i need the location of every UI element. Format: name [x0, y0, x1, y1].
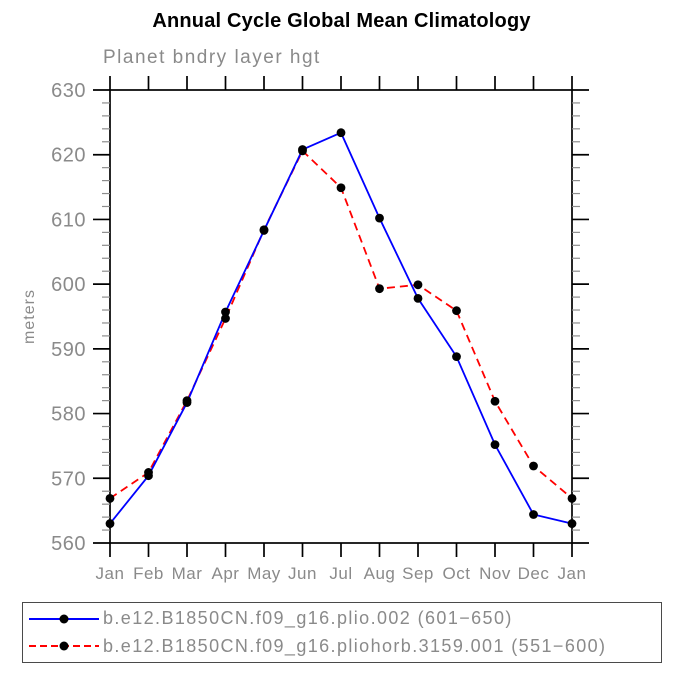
legend-entry-label: b.e12.B1850CN.f09_g16.pliohorb.3159.001 …	[103, 635, 607, 656]
x-tick-label: May	[247, 564, 281, 583]
y-tick-label: 620	[51, 145, 86, 167]
data-point-marker	[567, 519, 577, 528]
y-tick-label: 560	[51, 533, 86, 555]
data-point-marker	[105, 493, 115, 503]
legend-line-dashed-sample	[29, 641, 99, 651]
x-tick-label: Oct	[443, 564, 471, 583]
x-tick-label: Jan	[558, 564, 587, 583]
x-tick-label: Jun	[288, 564, 317, 583]
data-point-marker	[298, 146, 307, 156]
data-point-marker	[413, 293, 423, 303]
axis-frame	[109, 89, 573, 544]
y-tick-label: 600	[51, 274, 86, 296]
x-tick-label: Aug	[364, 564, 396, 583]
data-point-marker	[452, 306, 461, 316]
legend-line-solid-sample	[29, 614, 99, 624]
y-axis-title: meters	[21, 289, 38, 344]
data-point-marker	[336, 183, 346, 193]
data-point-marker	[375, 284, 384, 294]
data-point-marker	[375, 213, 384, 223]
data-point-marker	[452, 352, 461, 362]
data-point-marker	[221, 314, 230, 323]
data-point-marker	[413, 280, 423, 290]
data-point-marker	[259, 225, 269, 235]
x-tick-label: Jan	[96, 564, 125, 583]
chart-title: Annual Cycle Global Mean Climatology	[152, 10, 531, 32]
x-tick-label: Apr	[212, 564, 240, 583]
data-point-marker	[144, 468, 153, 477]
legend-box: b.e12.B1850CN.f09_g16.plio.002 (601−650)…	[22, 602, 662, 663]
x-tick-label: Feb	[133, 564, 164, 583]
data-point-marker	[490, 440, 500, 450]
chart-plot-area: 560 570 580 590 600 610 620 630 Jan Feb Mar Apr May J…	[21, 76, 589, 583]
y-tick-label: 570	[51, 468, 86, 490]
data-point-marker	[567, 493, 577, 503]
x-tick-label: Nov	[479, 564, 511, 583]
x-tick-label: Sep	[402, 564, 434, 583]
chart-subtitle: Planet bndry layer hgt	[103, 47, 321, 68]
y-tick-label: 610	[51, 209, 86, 231]
y-tick-label: 630	[51, 80, 86, 102]
data-point-marker	[221, 307, 230, 317]
x-tick-label: Jul	[329, 564, 352, 583]
data-point-marker	[182, 396, 192, 406]
legend-entry: b.e12.B1850CN.f09_g16.plio.002 (601−650)	[27, 605, 661, 633]
x-tick-label: Dec	[518, 564, 550, 583]
data-point-marker	[529, 461, 538, 471]
data-point-marker	[529, 510, 538, 519]
x-tick-label: Mar	[172, 564, 203, 583]
y-tick-label: 580	[51, 404, 86, 426]
data-point-marker	[336, 128, 346, 138]
series-line-dashed	[109, 149, 573, 500]
data-point-marker	[105, 519, 115, 528]
y-tick-label: 590	[51, 339, 86, 361]
legend-entry-label: b.e12.B1850CN.f09_g16.plio.002 (601−650)	[103, 608, 513, 629]
legend-entry: b.e12.B1850CN.f09_g16.pliohorb.3159.001 …	[27, 633, 661, 661]
data-point-marker	[490, 396, 500, 406]
